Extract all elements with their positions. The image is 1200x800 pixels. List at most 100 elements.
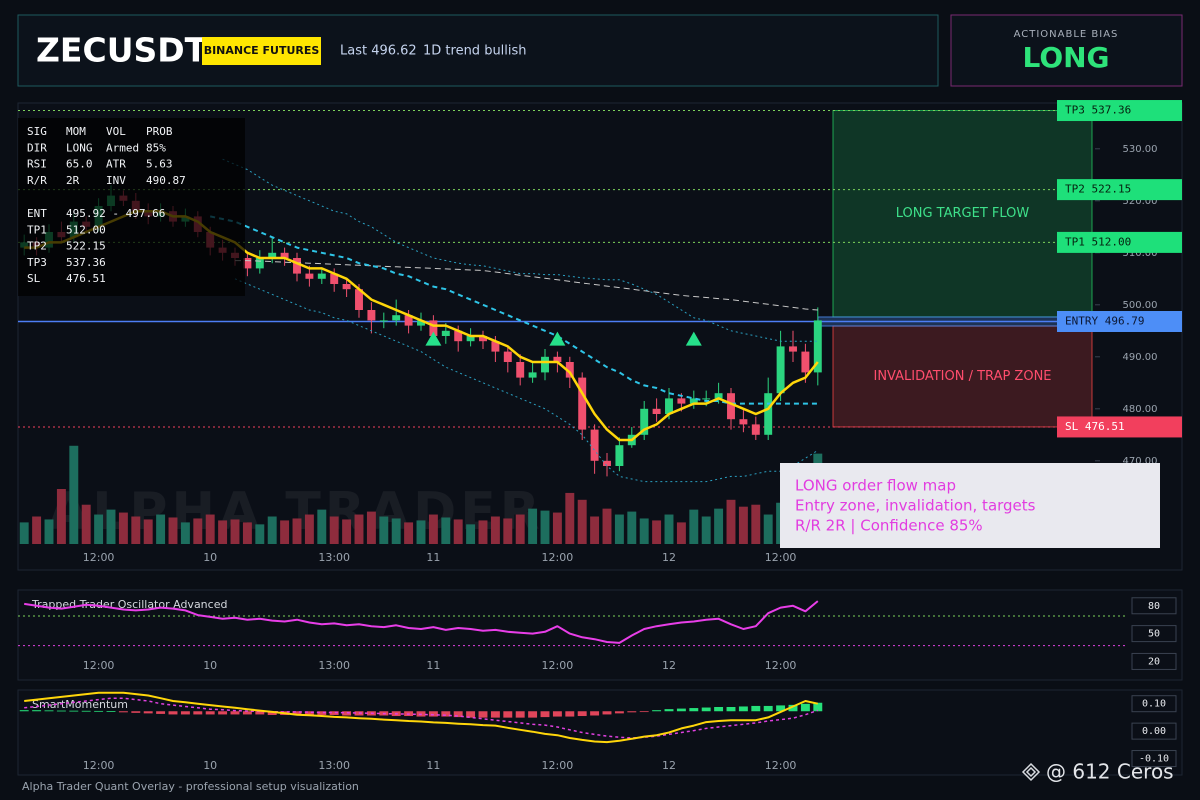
bar bbox=[304, 711, 314, 715]
level-label: TP3 537.36 bbox=[1065, 104, 1131, 117]
x-tick-label: 12:00 bbox=[765, 659, 797, 672]
x-tick-label: 12:00 bbox=[83, 551, 115, 564]
bar bbox=[726, 707, 736, 712]
bar bbox=[391, 518, 401, 544]
bar bbox=[478, 711, 488, 718]
bar bbox=[664, 709, 674, 712]
bar bbox=[267, 516, 277, 544]
x-tick-label: 10 bbox=[203, 659, 217, 672]
signal-marker bbox=[425, 331, 442, 346]
info-cell: MOM bbox=[66, 125, 86, 138]
bar bbox=[292, 518, 302, 544]
bar bbox=[503, 711, 513, 718]
bar bbox=[379, 516, 389, 544]
candle-body bbox=[727, 393, 735, 420]
bar bbox=[81, 710, 91, 712]
bar bbox=[676, 708, 686, 712]
x-tick-label: 12:00 bbox=[542, 659, 574, 672]
candle-body bbox=[689, 398, 698, 404]
candle-body bbox=[603, 460, 611, 466]
y-tick-label: 520.00 bbox=[1123, 196, 1158, 207]
candle-body bbox=[429, 320, 438, 336]
candle-body bbox=[553, 356, 562, 362]
line bbox=[24, 600, 819, 644]
bar bbox=[304, 514, 314, 544]
bar bbox=[193, 711, 203, 715]
x-tick-label: 13:00 bbox=[318, 551, 350, 564]
tick-box bbox=[1131, 597, 1177, 615]
signal-marker bbox=[685, 331, 702, 346]
bar bbox=[230, 519, 240, 544]
bar bbox=[118, 512, 128, 544]
candle-body bbox=[479, 336, 487, 342]
bar bbox=[428, 711, 438, 717]
bar bbox=[738, 706, 748, 712]
x-tick-label: 11 bbox=[426, 759, 440, 772]
bar bbox=[614, 711, 624, 714]
y-tick-label: 510.00 bbox=[1123, 248, 1158, 259]
bar bbox=[218, 520, 228, 544]
bar bbox=[540, 510, 550, 544]
candle-body bbox=[355, 289, 363, 310]
bar bbox=[453, 519, 463, 544]
zone-label: INVALIDATION / TRAP ZONE bbox=[873, 369, 1051, 384]
info-cell: 2R bbox=[66, 174, 80, 187]
line bbox=[24, 691, 819, 744]
header-box bbox=[17, 14, 939, 87]
bar bbox=[652, 520, 662, 544]
y-tick-label: 500.00 bbox=[1123, 300, 1158, 311]
bar bbox=[230, 711, 240, 715]
candle-body bbox=[342, 284, 351, 290]
x-tick-label: 12:00 bbox=[83, 659, 115, 672]
candle-body bbox=[677, 398, 686, 404]
candle-body bbox=[801, 351, 810, 373]
bar bbox=[800, 703, 810, 712]
bar bbox=[329, 516, 339, 544]
candle-body bbox=[789, 346, 797, 352]
level-label: ENTRY 496.79 bbox=[1065, 314, 1144, 327]
bar bbox=[590, 711, 600, 716]
candle-body bbox=[541, 356, 549, 373]
x-tick-label: 12 bbox=[662, 551, 676, 564]
y-tick-label: 0.10 bbox=[1142, 699, 1166, 710]
indicator-title: Trapped Trader Oscillator Advanced bbox=[31, 598, 227, 611]
candle-body bbox=[293, 258, 301, 274]
info-cell: 476.51 bbox=[66, 272, 106, 285]
trend: 1D trend bullish bbox=[423, 44, 527, 59]
bar bbox=[490, 711, 500, 718]
bar bbox=[590, 516, 600, 544]
bar bbox=[689, 509, 699, 544]
candle-body bbox=[813, 320, 822, 373]
bar bbox=[639, 711, 649, 713]
oscillator-panel bbox=[17, 589, 1183, 681]
bar bbox=[751, 705, 761, 712]
candle-body bbox=[330, 273, 339, 284]
bar bbox=[32, 516, 42, 544]
bias-box bbox=[950, 14, 1183, 87]
line bbox=[234, 278, 819, 483]
bar bbox=[503, 518, 513, 544]
bar bbox=[180, 711, 190, 715]
info-cell: ENT bbox=[27, 207, 47, 220]
x-tick-label: 12:00 bbox=[765, 759, 797, 772]
x-tick-label: 12:00 bbox=[542, 759, 574, 772]
candle-body bbox=[503, 351, 512, 362]
bar bbox=[342, 711, 352, 716]
bar bbox=[714, 707, 724, 712]
x-tick-label: 11 bbox=[426, 551, 440, 564]
candle-body bbox=[243, 258, 252, 269]
zone bbox=[832, 110, 1093, 318]
indicator-title: SmartMomentum bbox=[32, 698, 128, 711]
tick-box bbox=[1131, 625, 1177, 643]
bar bbox=[168, 517, 178, 544]
bar bbox=[627, 511, 637, 544]
candle-body bbox=[714, 393, 723, 399]
bar bbox=[106, 711, 116, 712]
annotation-line: LONG order flow map bbox=[795, 477, 956, 495]
info-cell: TP3 bbox=[27, 256, 47, 269]
bar bbox=[540, 711, 550, 718]
info-cell: 512.00 bbox=[66, 223, 106, 236]
momentum-panel bbox=[17, 689, 1183, 776]
x-tick-label: 11 bbox=[426, 659, 440, 672]
